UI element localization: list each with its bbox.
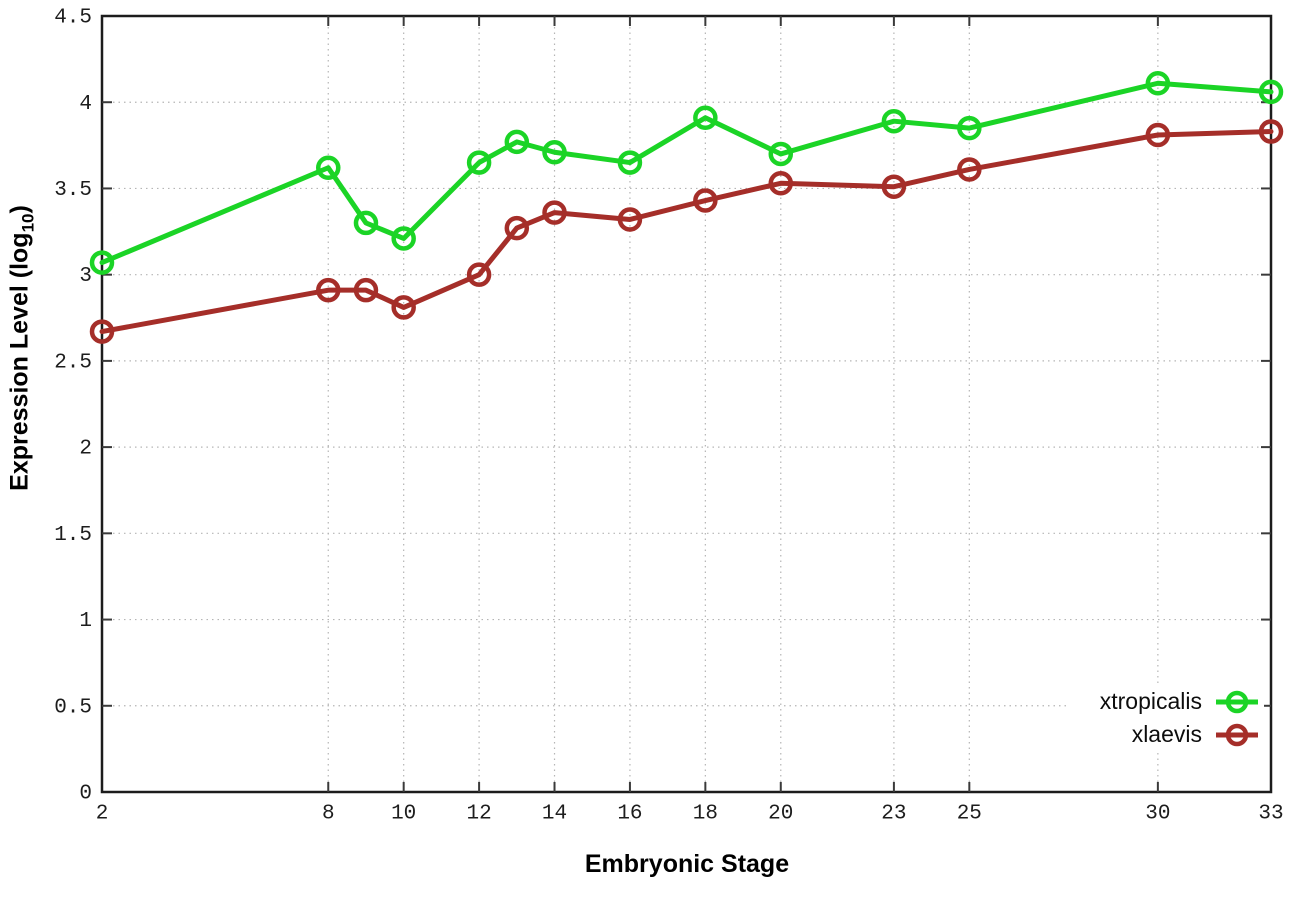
data-point-xtropicalis	[353, 210, 379, 236]
data-point-xtropicalis	[391, 226, 416, 251]
y-tick-label: 4	[79, 93, 92, 116]
y-tick-label: 2	[79, 438, 92, 461]
data-point-xtropicalis	[316, 155, 341, 181]
data-point-xlaevis	[391, 295, 416, 320]
x-tick-label: 18	[693, 803, 718, 826]
y-axis-title-text: Expression Level (log	[5, 232, 34, 491]
y-tick-label: 4.5	[54, 7, 92, 30]
y-tick-label: 2.5	[54, 351, 92, 374]
xlaevis-line-marker-icon	[1216, 723, 1258, 746]
y-axis-title-subscript: 10	[18, 213, 38, 233]
data-point-xtropicalis	[617, 150, 643, 175]
x-tick-label: 20	[768, 803, 793, 826]
y-tick-label: 0.5	[54, 696, 92, 719]
data-point-xtropicalis	[1145, 71, 1171, 96]
data-point-xlaevis	[542, 200, 567, 225]
x-tick-label: 10	[391, 803, 416, 826]
data-point-xlaevis	[768, 171, 794, 196]
series-line-xlaevis	[99, 129, 1274, 335]
legend-item-xlaevis: xlaevis	[1100, 719, 1260, 750]
data-point-xlaevis	[693, 188, 718, 213]
data-point-xlaevis	[316, 277, 341, 303]
x-tick-label: 23	[881, 803, 906, 826]
data-point-xlaevis	[89, 319, 115, 344]
y-tick-label: 3.5	[54, 179, 92, 202]
data-point-xtropicalis	[504, 129, 530, 155]
x-tick-label: 16	[617, 803, 642, 826]
data-point-xtropicalis	[542, 139, 567, 165]
data-point-xtropicalis	[768, 141, 794, 167]
legend-item-xtropicalis: xtropicalis	[1100, 686, 1260, 717]
legend-label-xlaevis: xlaevis	[1131, 721, 1202, 747]
data-point-xtropicalis	[1258, 79, 1284, 105]
x-axis-title: Embryonic Stage	[584, 850, 790, 878]
data-point-xtropicalis	[89, 250, 115, 275]
data-point-xlaevis	[504, 215, 530, 241]
legend: xtropicalis xlaevis	[1069, 684, 1264, 752]
y-tick-label: 1	[79, 610, 92, 633]
y-axis-title: Expression Level (log10)	[6, 205, 39, 491]
data-point-xlaevis	[617, 207, 643, 232]
plot-border	[100, 14, 1273, 794]
series-line-xtropicalis	[99, 80, 1274, 266]
data-point-xlaevis	[1258, 119, 1284, 144]
data-point-xtropicalis	[466, 150, 492, 175]
data-point-xtropicalis	[881, 108, 907, 134]
x-tick-label: 30	[1145, 803, 1170, 826]
data-point-xlaevis	[1145, 122, 1171, 148]
data-point-xtropicalis	[957, 115, 982, 141]
x-tick-label: 33	[1258, 803, 1283, 826]
y-tick-label: 1.5	[54, 524, 92, 547]
data-point-xlaevis	[957, 157, 982, 182]
legend-label-xtropicalis: xtropicalis	[1099, 688, 1202, 714]
y-tick-label: 0	[79, 783, 92, 806]
data-point-xtropicalis	[693, 105, 718, 130]
data-point-xlaevis	[353, 277, 379, 303]
x-tick-label: 25	[957, 803, 982, 826]
data-point-xlaevis	[881, 174, 907, 199]
x-tick-label: 14	[542, 803, 567, 826]
x-tick-label: 8	[322, 803, 335, 826]
data-point-xlaevis	[466, 262, 492, 287]
xtropicalis-line-marker-icon	[1216, 690, 1258, 713]
y-axis-title-suffix: )	[5, 205, 34, 214]
y-tick-label: 3	[79, 265, 92, 288]
x-tick-label: 12	[466, 803, 491, 826]
x-tick-label: 2	[96, 803, 109, 826]
